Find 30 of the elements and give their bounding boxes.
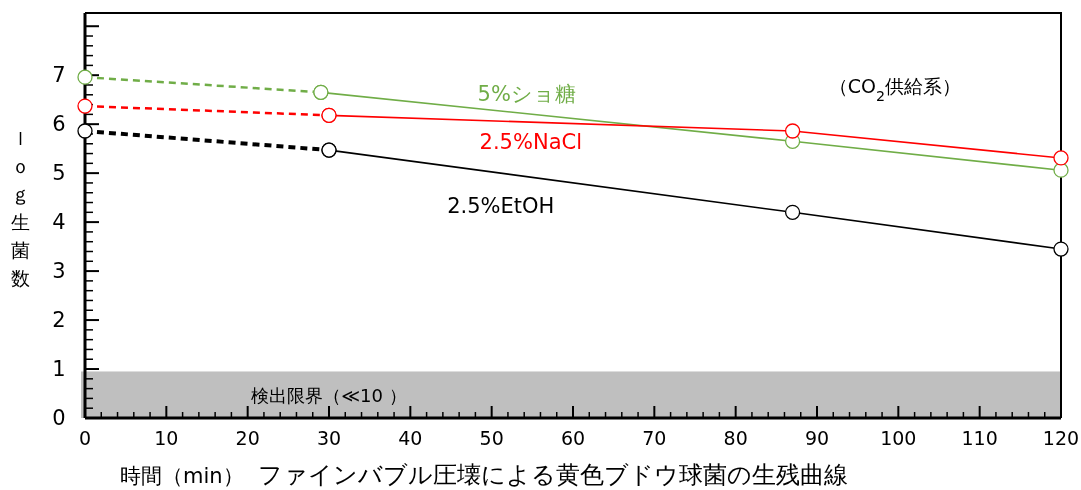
x-tick-label: 50 (479, 427, 504, 449)
x-tick-label: 60 (560, 427, 586, 449)
x-axis-title: 時間（min） (120, 464, 244, 488)
y-tick-label: 6 (52, 112, 66, 137)
x-tick-label: 110 (961, 427, 998, 449)
y-axis-title: ｌｏｇ生菌数 (10, 127, 30, 289)
y-tick-label: 0 (52, 406, 66, 430)
x-tick-label: 30 (316, 427, 342, 449)
x-tick-label: 120 (1042, 427, 1080, 449)
x-tick-label: 20 (235, 427, 260, 449)
annotation: （CO$_{2}$供給系） (828, 75, 962, 104)
x-tick-label: 80 (723, 427, 748, 449)
x-tick-label: 70 (642, 427, 667, 449)
x-tick-label: 10 (154, 427, 179, 449)
x-tick-label: 90 (804, 427, 830, 449)
y-tick-label: 1 (52, 357, 66, 382)
x-tick-label: 0 (78, 427, 92, 449)
series-label: 2.5%EtOH (447, 194, 555, 219)
series-label: 2.5%NaCl (479, 130, 583, 155)
series-label: 5%ショ糖 (477, 81, 576, 106)
text: ファインバブル圧壊による黄色ブドウ球菌の生残曲線 (258, 461, 848, 489)
y-tick-label: 4 (52, 210, 66, 235)
band: 検出限界（≪10 ） (81, 371, 1061, 418)
y-tick-label: 7 (52, 63, 66, 88)
y-tick-label: 3 (52, 259, 66, 284)
y-tick-label: 2 (52, 308, 66, 333)
x-tick-label: 40 (398, 427, 423, 449)
x-tick-label: 100 (880, 427, 917, 449)
band-label: 検出限界（≪10 ） (251, 384, 407, 406)
y-tick-label: 5 (52, 161, 66, 186)
